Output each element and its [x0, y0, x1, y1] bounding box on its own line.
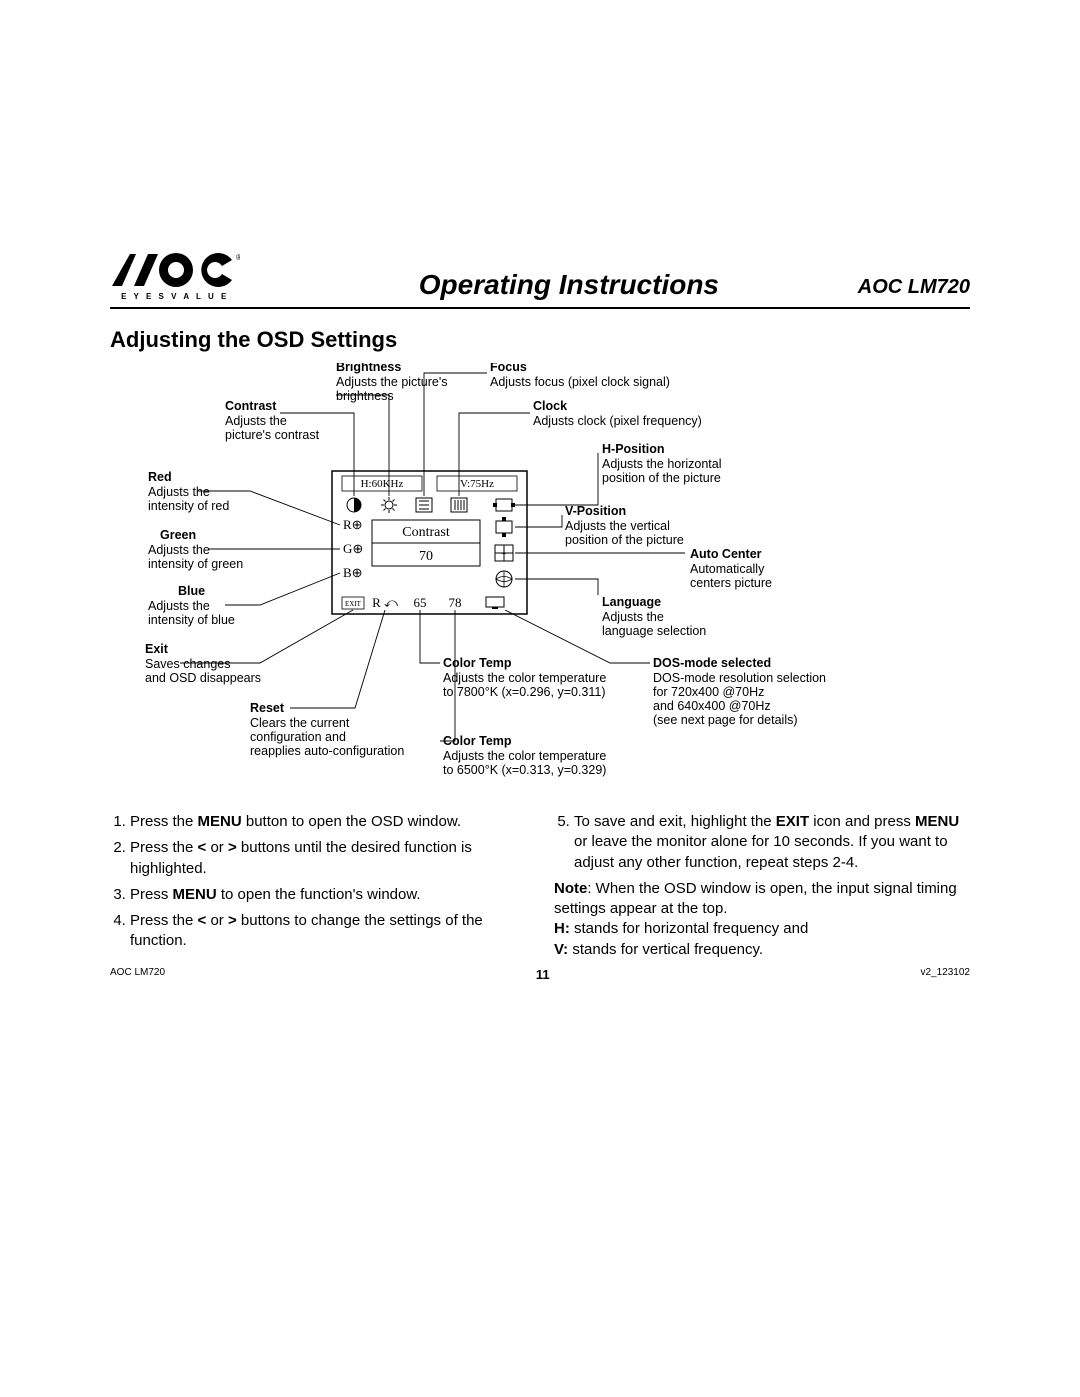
- osd-b: B⊕: [343, 565, 363, 580]
- co-dos-d4: (see next page for details): [653, 713, 798, 727]
- osd-78: 78: [449, 595, 462, 610]
- co-auto-d: Automatically centers picture: [690, 562, 772, 590]
- co-vpos-d: Adjusts the vertical position of the pic…: [565, 519, 684, 547]
- co-ct2-t: Color Temp: [443, 734, 512, 748]
- co-dos-t: DOS-mode selected: [653, 656, 771, 670]
- co-dos-d3: and 640x400 @70Hz: [653, 699, 771, 713]
- co-focus-d: Adjusts focus (pixel clock signal): [490, 375, 670, 389]
- co-clock-t: Clock: [533, 399, 567, 413]
- co-brightness-d: Adjusts the picture's brightness: [336, 375, 451, 403]
- brand-logo: ® E Y E S V A L U E: [110, 250, 240, 301]
- co-blue-d: Adjusts the intensity of blue: [148, 599, 235, 627]
- co-auto-t: Auto Center: [690, 547, 762, 561]
- osd-hfreq: H:60KHz: [361, 478, 404, 490]
- co-dos-d1: DOS-mode resolution selection: [653, 671, 826, 685]
- co-contrast-t: Contrast: [225, 399, 277, 413]
- header-model: AOC LM720: [858, 276, 970, 301]
- co-exit-d: Saves changes and OSD disappears: [145, 657, 261, 685]
- co-dos-d2: for 720x400 @70Hz: [653, 685, 764, 699]
- co-ct1-d: Adjusts the color temperature to 7800°K …: [443, 671, 610, 699]
- h-line: H: stands for horizontal frequency and: [554, 919, 970, 939]
- page-content: ® E Y E S V A L U E Operating Instructio…: [110, 250, 970, 960]
- v-line: V: stands for vertical frequency.: [554, 940, 970, 960]
- svg-text:+: +: [502, 551, 506, 558]
- co-green-t: Green: [160, 528, 196, 542]
- instructions-left: Press the MENU button to open the OSD wi…: [110, 812, 526, 960]
- osd-g: G⊕: [343, 541, 363, 556]
- osd-center-value: 70: [419, 549, 433, 564]
- step-3: Press MENU to open the function's window…: [130, 885, 526, 905]
- osd-reset: R ⤺: [372, 595, 398, 610]
- co-ct2-d: Adjusts the color temperature to 6500°K …: [443, 749, 610, 777]
- osd-exit: EXIT: [345, 600, 362, 608]
- osd-diagram: H:60KHz V:75Hz: [110, 363, 970, 798]
- co-green-d: Adjusts the intensity of green: [148, 543, 243, 571]
- instructions-right: To save and exit, highlight the EXIT ico…: [554, 812, 970, 960]
- step-2: Press the < or > buttons until the desir…: [130, 838, 526, 879]
- co-exit-t: Exit: [145, 642, 169, 656]
- co-reset-d: Clears the current configuration and rea…: [250, 716, 404, 758]
- co-lang-d: Adjusts the language selection: [602, 610, 706, 638]
- page-header: ® E Y E S V A L U E Operating Instructio…: [110, 250, 970, 309]
- footer-right: v2_123102: [921, 967, 971, 982]
- osd-vfreq: V:75Hz: [460, 478, 494, 490]
- svg-text:®: ®: [236, 253, 240, 262]
- co-red-t: Red: [148, 470, 172, 484]
- co-clock-d: Adjusts clock (pixel frequency): [533, 414, 702, 428]
- co-lang-t: Language: [602, 595, 661, 609]
- co-focus-t: Focus: [490, 363, 527, 374]
- osd-65: 65: [414, 595, 427, 610]
- step-5: To save and exit, highlight the EXIT ico…: [574, 812, 970, 873]
- co-hpos-d: Adjusts the horizontal position of the p…: [602, 457, 725, 485]
- footer-page: 11: [536, 967, 550, 982]
- logo-subtitle: E Y E S V A L U E: [121, 292, 229, 301]
- co-vpos-t: V-Position: [565, 504, 626, 518]
- osd-r: R⊕: [343, 517, 363, 532]
- osd-center-label: Contrast: [402, 525, 450, 540]
- aoc-logo-svg: ®: [110, 250, 240, 290]
- header-title: Operating Instructions: [240, 269, 858, 301]
- instructions-block: Press the MENU button to open the OSD wi…: [110, 812, 970, 960]
- co-brightness-t: Brightness: [336, 363, 401, 374]
- step-1: Press the MENU button to open the OSD wi…: [130, 812, 526, 832]
- co-contrast-d: Adjusts the picture's contrast: [225, 414, 320, 442]
- co-blue-t: Blue: [178, 584, 205, 598]
- section-title: Adjusting the OSD Settings: [110, 327, 970, 353]
- note-line: Note: When the OSD window is open, the i…: [554, 879, 970, 920]
- footer-left: AOC LM720: [110, 967, 165, 982]
- diagram-svg: H:60KHz V:75Hz: [110, 363, 970, 793]
- step-4: Press the < or > buttons to change the s…: [130, 911, 526, 952]
- co-red-d: Adjusts the intensity of red: [148, 485, 229, 513]
- page-footer: AOC LM720 11 v2_123102: [110, 967, 970, 982]
- co-ct1-t: Color Temp: [443, 656, 512, 670]
- co-reset-t: Reset: [250, 701, 285, 715]
- co-hpos-t: H-Position: [602, 442, 665, 456]
